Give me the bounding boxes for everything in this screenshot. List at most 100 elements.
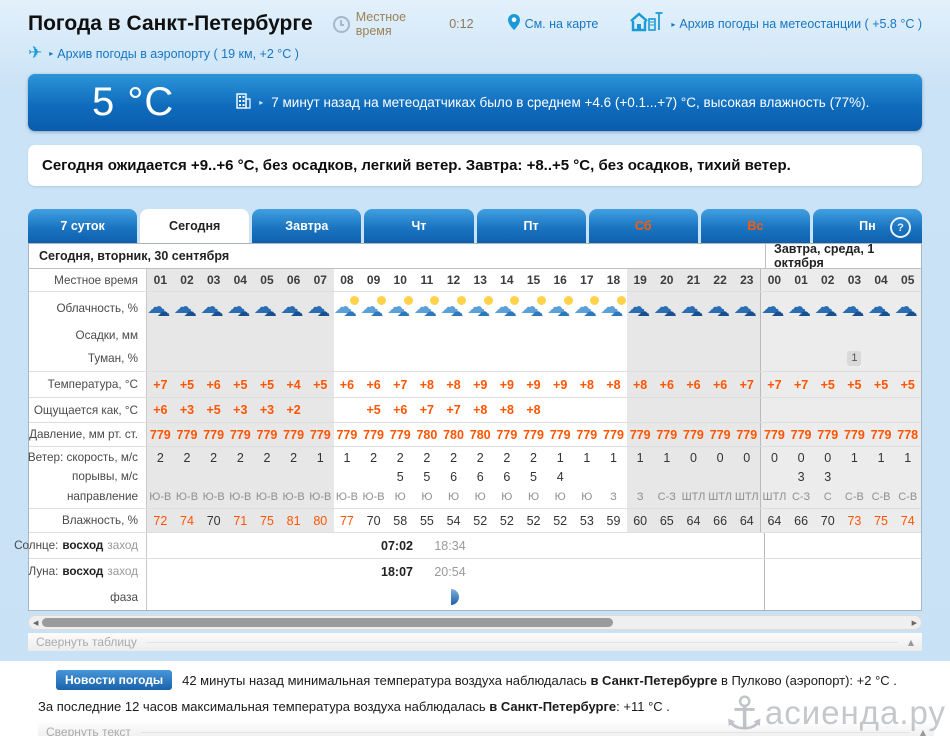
table-cell: 779 [496, 427, 518, 442]
table-cell: 1 [583, 450, 591, 465]
station-archive-link[interactable]: Архив погоды на метеостанции ( +5.8 °C ) [679, 17, 922, 31]
scroll-left-icon[interactable]: ◀ [33, 618, 39, 627]
map-link[interactable]: См. на карте [524, 17, 599, 31]
collapse-table-button[interactable]: Свернуть таблицу ▲ [28, 633, 922, 651]
table-cell [626, 398, 654, 422]
airport-archive-link[interactable]: Архив погоды в аэропорту ( 19 км, +2 °C … [57, 46, 299, 61]
table-cell: 780 [443, 427, 464, 442]
tab-1[interactable]: Сегодня [140, 209, 250, 243]
table-row: Облачность, % ☁ ☁ ☁ ☁ ☁ ☁ ☁ ☁ ☁ ☁ ☁ ☁ ☁ ☁ ☁ ☁ ☁ ☁ ☁ ☁ ☁ ☁ ☁ ☁ ☁ ☁ ☁… [29, 292, 922, 325]
collapse-up-icon: ▲ [919, 727, 926, 736]
astro-today-span [147, 584, 764, 610]
night-cloud-icon: ☁ ☁ [306, 296, 330, 320]
forecast-summary: Сегодня ожидается +9..+6 °C, без осадков… [28, 145, 922, 186]
news-text: в Санкт-Петербурге [590, 672, 718, 688]
table-cell: 2 [396, 450, 404, 465]
table-cell: 21 [680, 269, 707, 291]
table-cell: Ю [474, 490, 486, 503]
scrollbar-thumb[interactable] [42, 618, 613, 627]
scroll-right-icon[interactable]: ▶ [911, 618, 917, 627]
table-cell: 0 [814, 447, 842, 468]
table-cell: 779 [147, 423, 174, 446]
table-cell: +6 [147, 398, 174, 422]
table-cell: С [814, 485, 842, 508]
table-cell: 1 [343, 450, 351, 465]
tab-label: Завтра [285, 219, 329, 233]
table-cell: 71 [226, 509, 254, 532]
table-cell: 6 [503, 469, 511, 484]
table-cell: +6 [680, 372, 707, 397]
table-cell: С-В [841, 485, 868, 508]
weather-news: Новости погоды 42 минуты назад минимальн… [0, 661, 950, 736]
table-cell: 65 [653, 509, 681, 532]
table-cell: 779 [760, 423, 788, 446]
news-badge[interactable]: Новости погоды [56, 670, 173, 690]
table-cell: З [610, 490, 617, 503]
table-cell: 73 [841, 509, 868, 532]
table-cell: +8 [499, 403, 514, 417]
row-label: направление [29, 485, 147, 508]
table-cell: 6 [450, 469, 458, 484]
table-cell [173, 346, 201, 371]
table-cell: 1 [841, 447, 868, 468]
table-cell: +8 [526, 403, 541, 417]
table-cell: +7 [393, 377, 408, 392]
table-cell [306, 398, 334, 422]
row-label: Облачность, % [29, 292, 147, 325]
news-text: в Пулково (аэропорт): +2 °C . [717, 672, 897, 688]
table-cell: 779 [226, 423, 254, 446]
horizontal-scrollbar[interactable]: ◀ ▶ [28, 615, 922, 630]
table-cell [200, 468, 227, 485]
table-cell: ☁ ☁ [280, 292, 307, 325]
table-cell [680, 468, 707, 485]
tab-3[interactable]: Чт [364, 209, 474, 243]
table-cell: +3 [173, 398, 201, 422]
day-cloud-icon: ☁ ☁ [494, 295, 521, 322]
night-cloud-icon: ☁ ☁ [706, 296, 730, 320]
tab-label: Сб [634, 219, 652, 233]
astro-tomorrow-span [764, 533, 921, 558]
tab-0[interactable]: 7 суток [28, 209, 138, 243]
table-cell: +8 [606, 377, 621, 392]
table-cell: 779 [867, 423, 895, 446]
table-cell: +5 [894, 372, 922, 397]
table-cell: 52 [526, 513, 541, 528]
table-cell: Ю [447, 490, 460, 503]
table-cell [706, 398, 734, 422]
table-row: Солнце: восход заход 07:02 18:34 [14, 533, 921, 559]
weather-table: Сегодня, вторник, 30 сентября Завтра, ср… [14, 242, 922, 611]
collapse-text-label: Свернуть текст [46, 725, 131, 736]
table-cell: ШТЛ [706, 485, 734, 508]
table-cell: 14 [500, 273, 514, 287]
table-cell: 72 [147, 509, 174, 532]
table-cell: 779 [200, 423, 227, 446]
collapse-text-button[interactable]: Свернуть текст ▲ [38, 723, 934, 736]
tab-5[interactable]: Сб [588, 209, 698, 243]
moonrise-time: 18:07 [381, 564, 413, 579]
table-row: Температура, °C +7 +5 +6 +5 +5 +4 +5 +6 +6 +7 +8 +8 +… [29, 372, 922, 398]
help-icon[interactable]: ? [890, 217, 911, 238]
divider [146, 641, 898, 643]
table-cell: 780 [469, 427, 491, 442]
table-cell: Ю [394, 490, 406, 503]
table-cell: 15 [526, 273, 541, 287]
tab-2[interactable]: Завтра [252, 209, 362, 243]
table-cell [894, 398, 922, 422]
table-cell: 74 [894, 509, 922, 532]
table-cell: 779 [626, 423, 654, 446]
table-cell: Ю-В [335, 490, 358, 503]
table-cell: 03 [841, 269, 868, 291]
table-cell: 20 [653, 269, 681, 291]
news-text: : +11 °C . [616, 699, 670, 714]
table-cell: 70 [366, 513, 381, 528]
night-cloud-icon: ☁ ☁ [200, 296, 224, 320]
table-cell [653, 468, 681, 485]
table-cell [894, 468, 922, 485]
table-cell: +6 [706, 372, 734, 397]
table-cell: ☁ ☁ [306, 292, 334, 325]
tomorrow-date-header: Завтра, среда, 1 октября [765, 242, 921, 270]
tab-4[interactable]: Пт [476, 209, 586, 243]
table-cell [360, 325, 387, 346]
table-cell [894, 325, 922, 346]
tab-6[interactable]: Вс [700, 209, 810, 243]
